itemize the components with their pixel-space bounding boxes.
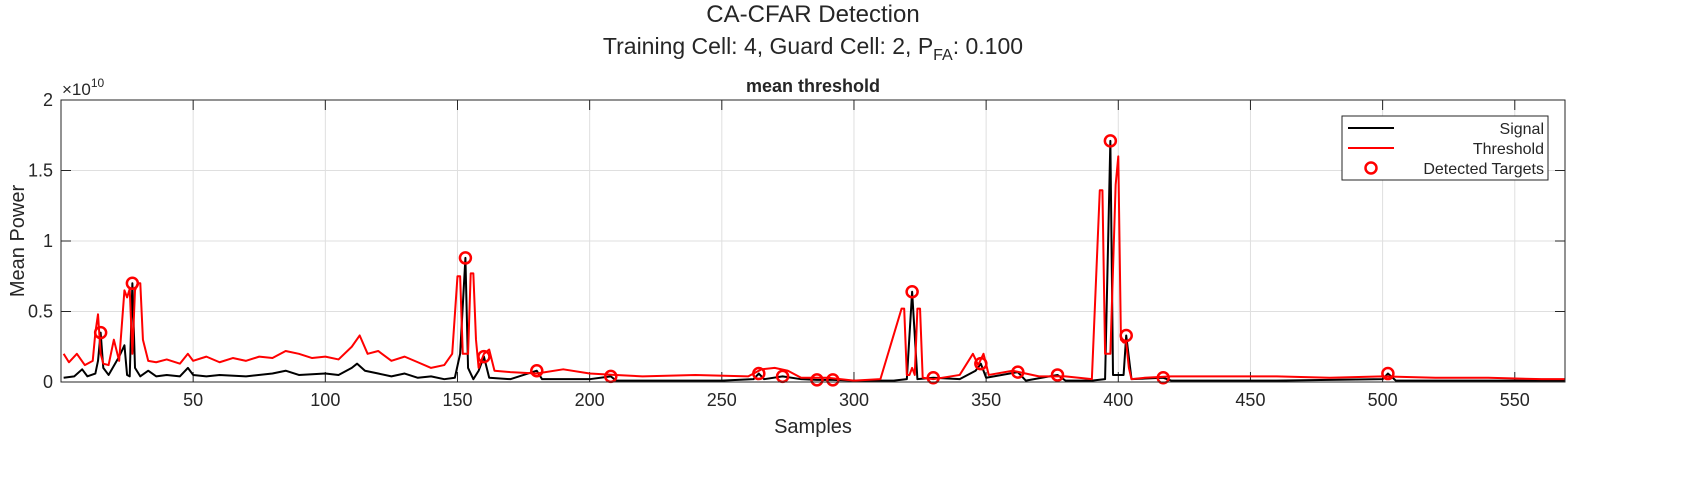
target-marker (1156, 371, 1170, 385)
legend-label: Signal (1500, 121, 1544, 138)
y-axis-label: Mean Power (7, 185, 29, 298)
y-tick-label: 0.5 (28, 302, 53, 322)
x-tick-label: 50 (183, 390, 203, 410)
chart-subtitle: Training Cell: 4, Guard Cell: 2, PFA: 0.… (603, 33, 1023, 64)
target-marker (530, 363, 544, 378)
x-tick-label: 200 (575, 390, 605, 410)
x-tick-label: 500 (1368, 390, 1398, 410)
subtitle-text: : 0.100 (953, 33, 1023, 59)
axes-title: mean threshold (746, 76, 880, 96)
x-axis-label: Samples (774, 416, 852, 438)
target-marker (905, 285, 919, 299)
x-tick-label: 250 (707, 390, 737, 410)
series-line (63, 139, 1565, 382)
x-tick-label: 400 (1103, 390, 1133, 410)
target-marker (974, 356, 988, 371)
target-marker (926, 371, 941, 385)
y-tick-label: 1 (43, 231, 53, 251)
subtitle-text: Training Cell: 4, Guard Cell: 2, P (603, 33, 933, 59)
axes-box (60, 99, 1566, 383)
target-marker (93, 325, 108, 340)
x-tick-label: 100 (310, 390, 340, 410)
x-tick-label: 300 (839, 390, 869, 410)
x-tick-label: 450 (1235, 390, 1265, 410)
x-tick-label: 550 (1500, 390, 1530, 410)
chart-title: CA-CFAR Detection (706, 1, 919, 28)
legend-label: Detected Targets (1423, 161, 1544, 178)
target-marker (810, 373, 824, 387)
target-marker (1011, 365, 1025, 379)
target-marker (1119, 328, 1133, 343)
y-tick-label: 0 (43, 372, 53, 392)
target-marker (1050, 368, 1065, 382)
target-marker (1381, 366, 1395, 381)
target-marker (1103, 134, 1118, 148)
y-exponent: ×1010 (62, 76, 105, 99)
legend-label: Threshold (1473, 141, 1544, 158)
subtitle-subscript: FA (933, 47, 953, 64)
y-tick-label: 1.5 (28, 161, 53, 181)
target-marker (752, 366, 766, 381)
exponent-power: 10 (91, 76, 105, 90)
target-marker (125, 276, 140, 291)
y-tick-label: 2 (43, 90, 53, 110)
target-marker (458, 251, 473, 265)
x-tick-label: 350 (971, 390, 1001, 410)
legend-swatch (1364, 161, 1378, 175)
target-marker (826, 373, 840, 387)
exponent-base: ×10 (62, 80, 91, 99)
target-marker (477, 349, 491, 364)
x-tick-label: 150 (442, 390, 472, 410)
